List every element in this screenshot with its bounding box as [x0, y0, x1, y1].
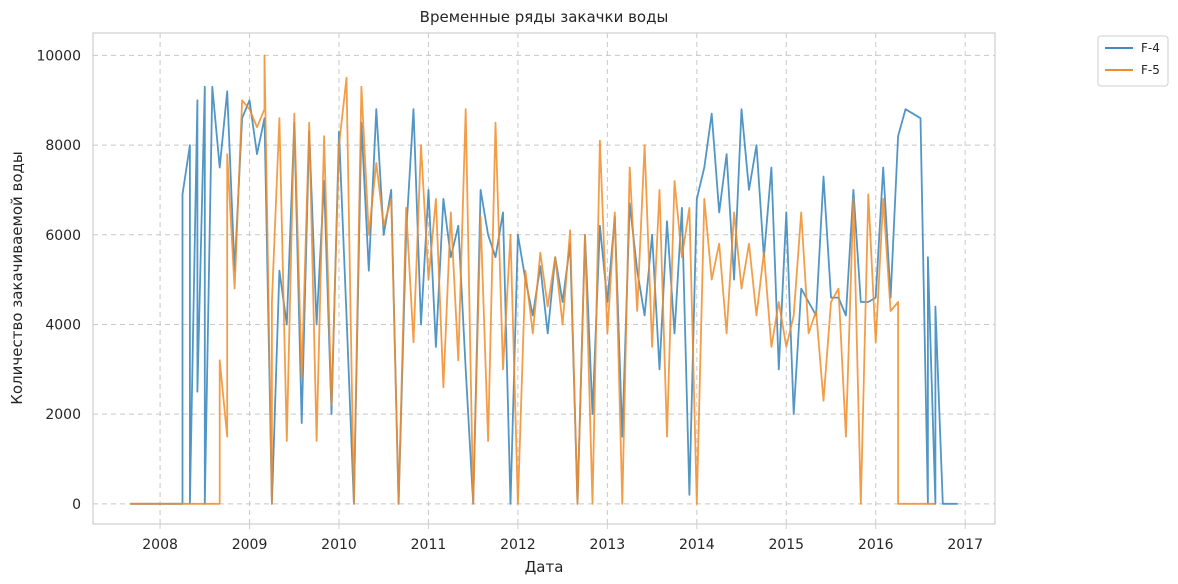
y-tick-label: 0 [72, 497, 81, 513]
x-tick-label: 2009 [232, 537, 268, 553]
x-tick-label: 2013 [590, 537, 626, 553]
series-layer [130, 54, 958, 505]
y-tick-label: 2000 [45, 407, 81, 423]
x-tick-label: 2014 [679, 537, 715, 553]
legend: F-4 F-5 [1097, 35, 1169, 87]
x-tick-label: 2015 [768, 537, 804, 553]
x-tick-label: 2012 [500, 537, 536, 553]
x-tick-label: 2010 [321, 537, 357, 553]
x-axis-title: Дата [525, 558, 564, 576]
y-tick-label: 8000 [45, 138, 81, 154]
y-tick-label: 10000 [36, 48, 81, 64]
legend-label-f-5: F-5 [1141, 63, 1160, 77]
axes-frame [92, 32, 996, 525]
y-axis-title: Количество закачиваемой воды [8, 151, 26, 405]
x-tick-label: 2017 [947, 537, 983, 553]
x-axis-ticks: 2008 2009 2010 2011 2012 2013 2014 2015 2016 2017 [142, 524, 983, 553]
y-tick-label: 4000 [45, 317, 81, 333]
x-tick-label: 2011 [411, 537, 447, 553]
x-tick-label: 2016 [858, 537, 894, 553]
series-line-f-5 [130, 54, 936, 505]
y-tick-label: 6000 [45, 228, 81, 244]
legend-label-f-4: F-4 [1141, 41, 1160, 55]
chart-title: Временные ряды закачки воды [420, 8, 669, 26]
y-axis-ticks: 0 2000 4000 6000 8000 10000 [36, 48, 81, 512]
x-tick-label: 2008 [142, 537, 178, 553]
